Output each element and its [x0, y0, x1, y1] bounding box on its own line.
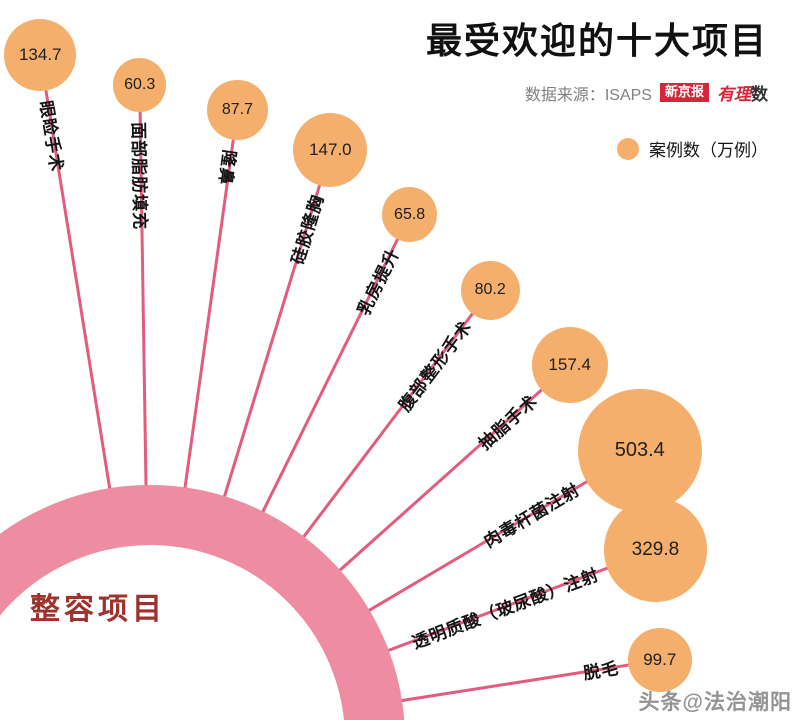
hub-hole [0, 545, 344, 720]
page-title: 最受欢迎的十大项目 [425, 20, 768, 61]
youlishu-logo-red: 有理 [717, 85, 751, 104]
hub-label: 整容项目 [30, 593, 166, 626]
legend: 案例数（万例） [617, 136, 768, 161]
youlishu-logo: 有理数 [717, 80, 768, 105]
youlishu-logo-dark: 数 [751, 85, 768, 104]
legend-label: 案例数（万例） [649, 141, 768, 160]
spoke-line [268, 658, 661, 720]
source-row: 数据来源：ISAPS 新京报 有理数 [525, 80, 768, 105]
data-source-text: 数据来源：ISAPS [524, 86, 652, 104]
hub-ring [0, 485, 405, 720]
watermark: 头条@法治潮阳 [638, 691, 792, 714]
xinjingbao-badge: 新京报 [659, 83, 709, 102]
legend-dot-icon [617, 137, 639, 160]
